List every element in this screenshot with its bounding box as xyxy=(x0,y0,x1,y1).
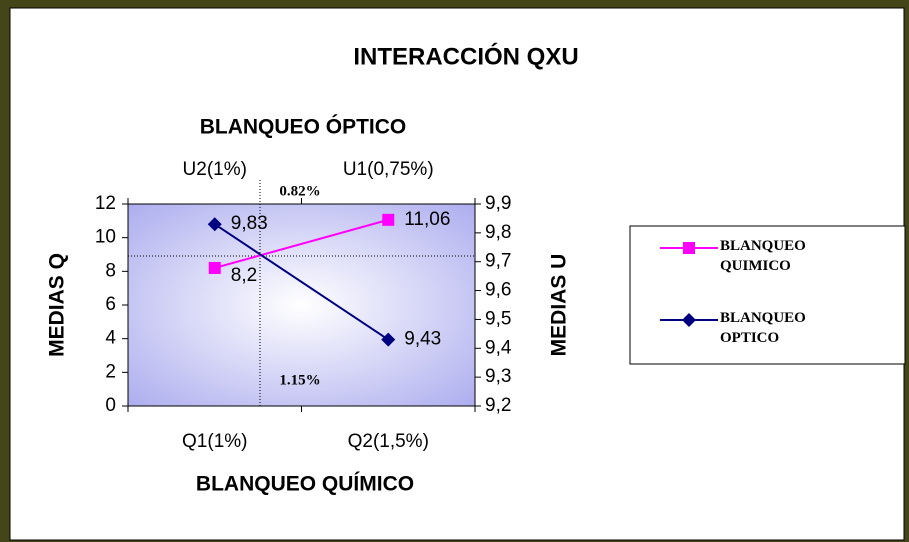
x2-tick-label: U1(0,75%) xyxy=(343,159,434,180)
y2-tick-label: 9,3 xyxy=(485,366,511,387)
y-tick-label: 12 xyxy=(95,193,116,214)
y2-tick-label: 9,6 xyxy=(485,280,511,301)
y-tick-label: 10 xyxy=(95,227,116,248)
x2-axis-title: BLANQUEO ÓPTICO xyxy=(200,115,407,139)
data-label: 9,43 xyxy=(404,329,441,350)
y2-tick-label: 9,8 xyxy=(485,222,511,243)
y-tick-label: 6 xyxy=(105,294,116,315)
data-point xyxy=(382,213,395,226)
y2-tick-label: 9,2 xyxy=(485,395,511,416)
chart-title: INTERACCIÓN QXU xyxy=(353,42,578,70)
y-tick-label: 2 xyxy=(105,361,116,382)
data-point xyxy=(381,332,396,347)
plot-area xyxy=(127,203,476,407)
x-tick-label: Q1(1%) xyxy=(182,431,247,452)
data-label: 11,06 xyxy=(404,209,450,230)
series-line xyxy=(214,218,389,269)
data-point xyxy=(208,261,221,274)
y2-tick-label: 9,4 xyxy=(485,337,512,358)
data-label: 9,83 xyxy=(231,213,268,234)
y2-tick-label: 9,5 xyxy=(485,308,511,329)
y-axis-title: MEDIAS Q xyxy=(46,253,69,357)
legend-label: BLANQUEO OPTICO xyxy=(720,310,806,346)
y-tick-label: 4 xyxy=(105,328,116,349)
x-axis-title: BLANQUEO QUÍMICO xyxy=(196,473,414,496)
y-tick-label: 0 xyxy=(105,395,116,416)
y2-axis-title: MEDIAS U xyxy=(548,254,571,357)
legend-label: BLANQUEO QUIMICO xyxy=(720,238,806,274)
legend-marker xyxy=(682,313,696,327)
annotation: 1.15% xyxy=(279,372,320,388)
legend-marker xyxy=(683,242,695,254)
x2-tick-label: U2(1%) xyxy=(183,159,247,180)
data-label: 8,2 xyxy=(231,265,257,286)
y2-tick-label: 9,7 xyxy=(485,251,511,272)
annotation: 0.82% xyxy=(279,183,320,199)
y-tick-label: 8 xyxy=(105,260,116,281)
y2-tick-label: 9,9 xyxy=(485,193,511,214)
data-point xyxy=(207,217,222,232)
x-tick-label: Q2(1,5%) xyxy=(348,431,429,452)
series-line xyxy=(214,223,389,341)
